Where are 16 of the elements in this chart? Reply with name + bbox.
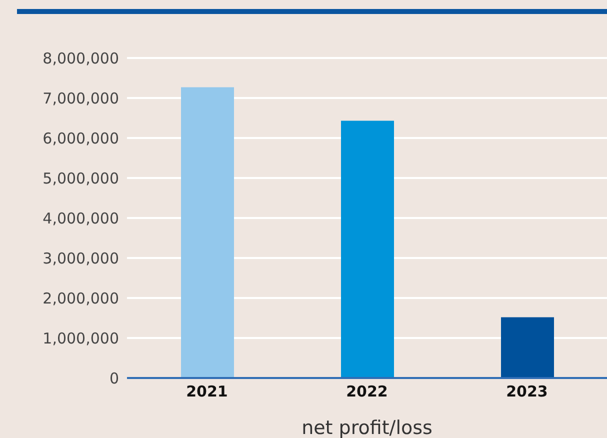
y-tick-label: 1,000,000 — [42, 329, 119, 348]
x-tick-label: 2021 — [186, 382, 228, 401]
bar — [341, 120, 394, 378]
bar — [501, 317, 554, 378]
y-tick-label: 2,000,000 — [42, 289, 119, 308]
x-tick-label: 2022 — [346, 382, 388, 401]
y-tick-label: 3,000,000 — [42, 249, 119, 268]
bar — [181, 87, 234, 378]
y-tick-label: 4,000,000 — [42, 209, 119, 228]
y-tick-label: 5,000,000 — [42, 169, 119, 188]
x-tick-label: 2023 — [506, 382, 548, 401]
y-tick-label: 8,000,000 — [42, 49, 119, 68]
y-tick-label: 6,000,000 — [42, 129, 119, 148]
y-tick-label: 7,000,000 — [42, 89, 119, 108]
x-axis-title: net profit/loss — [302, 417, 432, 438]
y-tick-label: 0 — [109, 369, 119, 388]
